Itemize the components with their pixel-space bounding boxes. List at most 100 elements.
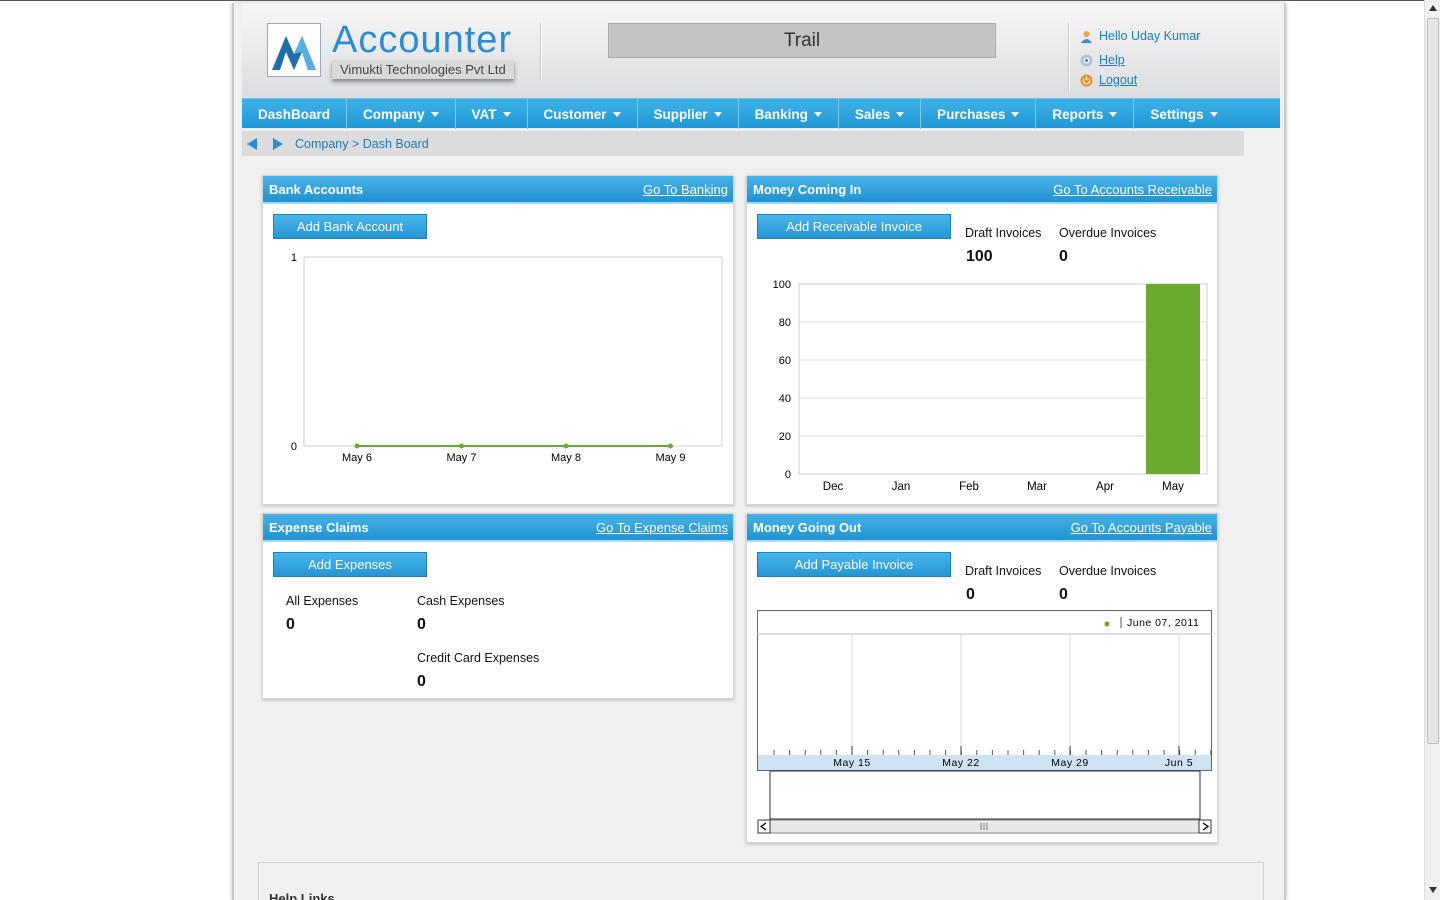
forward-arrow-icon[interactable] [273,137,283,150]
go-to-accounts-payable-link[interactable]: Go To Accounts Payable [1070,519,1212,535]
nav-label: Sales [854,106,891,122]
legend-label: June 07, 2011 [1127,617,1199,629]
y-tick-label: 0 [785,469,791,481]
scroll-left-button [757,819,771,834]
plot-area [303,256,723,447]
scroll-right-button [1198,819,1212,834]
add-payable-invoice-button[interactable]: Add Payable Invoice [757,552,951,577]
panel-title: Expense Claims [269,519,369,535]
data-point [668,443,673,449]
y-tick-label: 40 [779,393,791,405]
draft-invoices-value: 0 [966,586,975,603]
page-frame: Accounter Vimukti Technologies Pvt Ltd T… [232,3,1286,900]
plot-area [798,283,1208,475]
nav-label: Settings [1150,106,1204,122]
money-coming-in-chart: 100 80 60 40 20 0 Dec Jan Feb Mar Apr May [773,279,1208,493]
nav-item-banking[interactable]: Banking [739,99,839,129]
greeting-text: Hello Uday Kumar [1099,29,1201,43]
nav-label: Purchases [937,106,1006,122]
chevron-down-icon [1209,112,1218,117]
x-tick-label: Mar [1027,481,1047,493]
x-tick-label: May 22 [942,757,979,769]
nav-item-settings[interactable]: Settings [1134,99,1233,129]
y-tick-label: 80 [779,317,791,329]
x-tick-label: Jan [892,481,911,493]
money-going-out-panel: Money Going Out Go To Accounts Payable A… [746,513,1218,843]
y-tick-label: 20 [779,431,791,443]
logo-title: Accounter [332,19,513,61]
overdue-invoices-label: Overdue Invoices [1059,226,1157,240]
nav-label: Banking [754,106,808,122]
draft-invoices-value: 100 [966,248,993,265]
nav-item-purchases[interactable]: Purchases [921,99,1037,129]
cash-expenses-label: Cash Expenses [417,594,505,608]
all-expenses-label: All Expenses [286,594,359,608]
x-tick-label: May 8 [551,452,581,464]
nav-label: Reports [1052,106,1104,122]
nav-label: VAT [471,106,497,122]
data-point [354,443,360,449]
x-tick-label: Apr [1096,481,1114,493]
credit-card-expenses-value: 0 [417,673,426,690]
x-tick-label: Jun 5 [1165,757,1193,769]
nav-item-customer[interactable]: Customer [528,99,638,129]
help-link-text[interactable]: Help [1099,53,1125,67]
logout-link[interactable]: Logout [1080,73,1137,87]
header-divider [540,23,542,79]
panel-title: Money Coming In [753,181,862,197]
help-icon [1080,54,1093,66]
nav-item-company[interactable]: Company [347,99,456,129]
chevron-down-icon [713,112,722,117]
vertical-scrollbar[interactable] [1424,0,1440,900]
legend-marker [1104,621,1110,627]
scrollbar-thumb[interactable] [1427,18,1439,744]
add-expenses-button[interactable]: Add Expenses [273,552,427,577]
nav-label: DashBoard [258,106,331,122]
chevron-down-icon [1011,112,1020,117]
go-to-accounts-receivable-link[interactable]: Go To Accounts Receivable [1053,181,1212,197]
logout-link-text[interactable]: Logout [1099,73,1138,87]
overdue-invoices-value: 0 [1059,248,1068,265]
credit-card-expenses-label: Credit Card Expenses [417,651,540,665]
scroll-up-icon[interactable] [1429,4,1437,12]
nav-item-reports[interactable]: Reports [1036,99,1135,129]
nav-item-vat[interactable]: VAT [456,99,528,129]
expense-claims-panel: Expense Claims Go To Expense Claims Add … [262,513,734,699]
money-going-out-chart: June 07, 2011 May 15 May 22 May 29 Jun 5 [757,610,1212,834]
main-nav: DashBoard Company VAT Customer Supplier … [242,98,1280,129]
power-icon [1080,74,1093,86]
overdue-invoices-value: 0 [1059,586,1068,603]
overview-pane [769,770,1201,820]
help-links-section: Help Links [258,862,1264,900]
header-divider [1068,23,1070,91]
user-icon [1081,30,1092,43]
bar [1146,284,1200,474]
nav-item-supplier[interactable]: Supplier [638,99,739,129]
data-point [563,443,569,449]
chevron-down-icon [612,112,621,117]
nav-item-dashboard[interactable]: DashBoard [242,99,348,129]
scroll-down-icon[interactable] [1429,886,1437,894]
panel-header: Money Coming In Go To Accounts Receivabl… [747,176,1217,204]
panel-header: Bank Accounts Go To Banking [263,176,733,204]
chevron-down-icon [1109,112,1118,117]
add-bank-account-button[interactable]: Add Bank Account [273,214,427,239]
overdue-invoices-label: Overdue Invoices [1059,564,1157,578]
go-to-expense-claims-link[interactable]: Go To Expense Claims [596,519,728,535]
breadcrumb-text[interactable]: Company > Dash Board [295,136,429,151]
add-receivable-invoice-button[interactable]: Add Receivable Invoice [757,214,951,239]
go-to-banking-link[interactable]: Go To Banking [642,181,728,197]
y-tick-label: 0 [291,441,297,453]
chevron-down-icon [896,112,905,117]
chevron-down-icon [813,112,822,117]
nav-item-sales[interactable]: Sales [839,99,922,129]
panel-header: Money Going Out Go To Accounts Payable [747,514,1217,542]
panel-title: Money Going Out [753,519,862,535]
back-arrow-icon[interactable] [247,137,257,150]
x-tick-label: Dec [823,481,844,493]
trail-label: Trail [608,23,996,58]
help-link[interactable]: Help [1080,53,1125,67]
plot-frame [757,610,1212,771]
x-tick-label: May 9 [656,452,686,464]
x-tick-label: May [1162,481,1184,493]
